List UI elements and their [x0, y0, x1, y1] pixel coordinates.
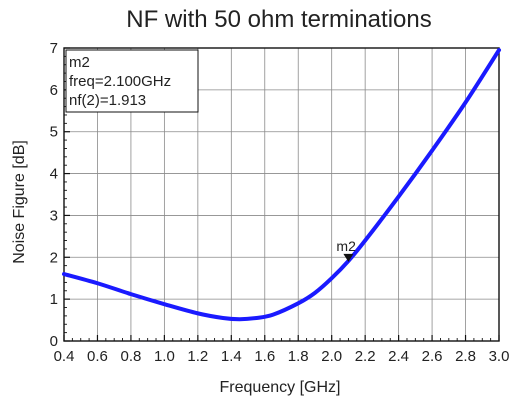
- x-tick-label: 1.8: [288, 348, 309, 365]
- x-tick-label: 2.2: [355, 348, 376, 365]
- series-group: [62, 48, 501, 322]
- y-tick-label: 3: [50, 207, 58, 224]
- marker-label: m2: [336, 238, 356, 254]
- x-tick-label: 1.2: [187, 348, 208, 365]
- x-tick-label: 2.8: [455, 348, 476, 365]
- x-axis-label: Frequency [GHz]: [220, 379, 341, 396]
- readout-line: m2: [69, 54, 90, 71]
- x-tick-label: 3.0: [489, 348, 510, 365]
- x-tick-label: 0.8: [120, 348, 141, 365]
- x-tick-label: 0.4: [54, 348, 75, 365]
- y-tick-label: 5: [50, 124, 58, 141]
- tick-marks: [63, 47, 500, 342]
- x-tick-labels: 0.4 0.6 0.8 1.0 1.2 1.4 1.6 1.8 2.0 2.2 2.4 2.6 2.8 3…: [54, 348, 510, 365]
- x-tick-label: 1.4: [221, 348, 242, 365]
- readout-box-frame: [65, 49, 199, 113]
- marker-triangle: [343, 253, 354, 262]
- chart-title: NF with 50 ohm terminations: [126, 6, 431, 33]
- x-tick-label: 1.0: [154, 348, 175, 365]
- y-tick-label: 2: [50, 249, 58, 266]
- marker-group: m2: [336, 238, 356, 262]
- y-axis-label: Noise Figure [dB]: [11, 140, 28, 264]
- y-tick-label: 1: [50, 291, 58, 308]
- y-tick-label: 6: [50, 82, 58, 99]
- readout-line: nf(2)=1.913: [69, 92, 146, 109]
- y-tick-labels: 0 1 2 3 4 5 6 7: [50, 40, 58, 350]
- x-tick-label: 0.6: [87, 348, 108, 365]
- grid: [64, 48, 499, 341]
- y-tick-label: 0: [50, 333, 58, 350]
- series-line: [62, 48, 501, 322]
- readout-line: freq=2.100GHz: [69, 73, 171, 90]
- x-tick-label: 2.4: [388, 348, 409, 365]
- x-tick-label: 2.0: [321, 348, 342, 365]
- marker-readout-box: m2 freq=2.100GHz nf(2)=1.913: [65, 49, 199, 113]
- y-tick-label: 4: [50, 166, 58, 183]
- x-tick-label: 2.6: [422, 348, 443, 365]
- x-tick-label: 1.6: [254, 348, 275, 365]
- y-tick-label: 7: [50, 40, 58, 57]
